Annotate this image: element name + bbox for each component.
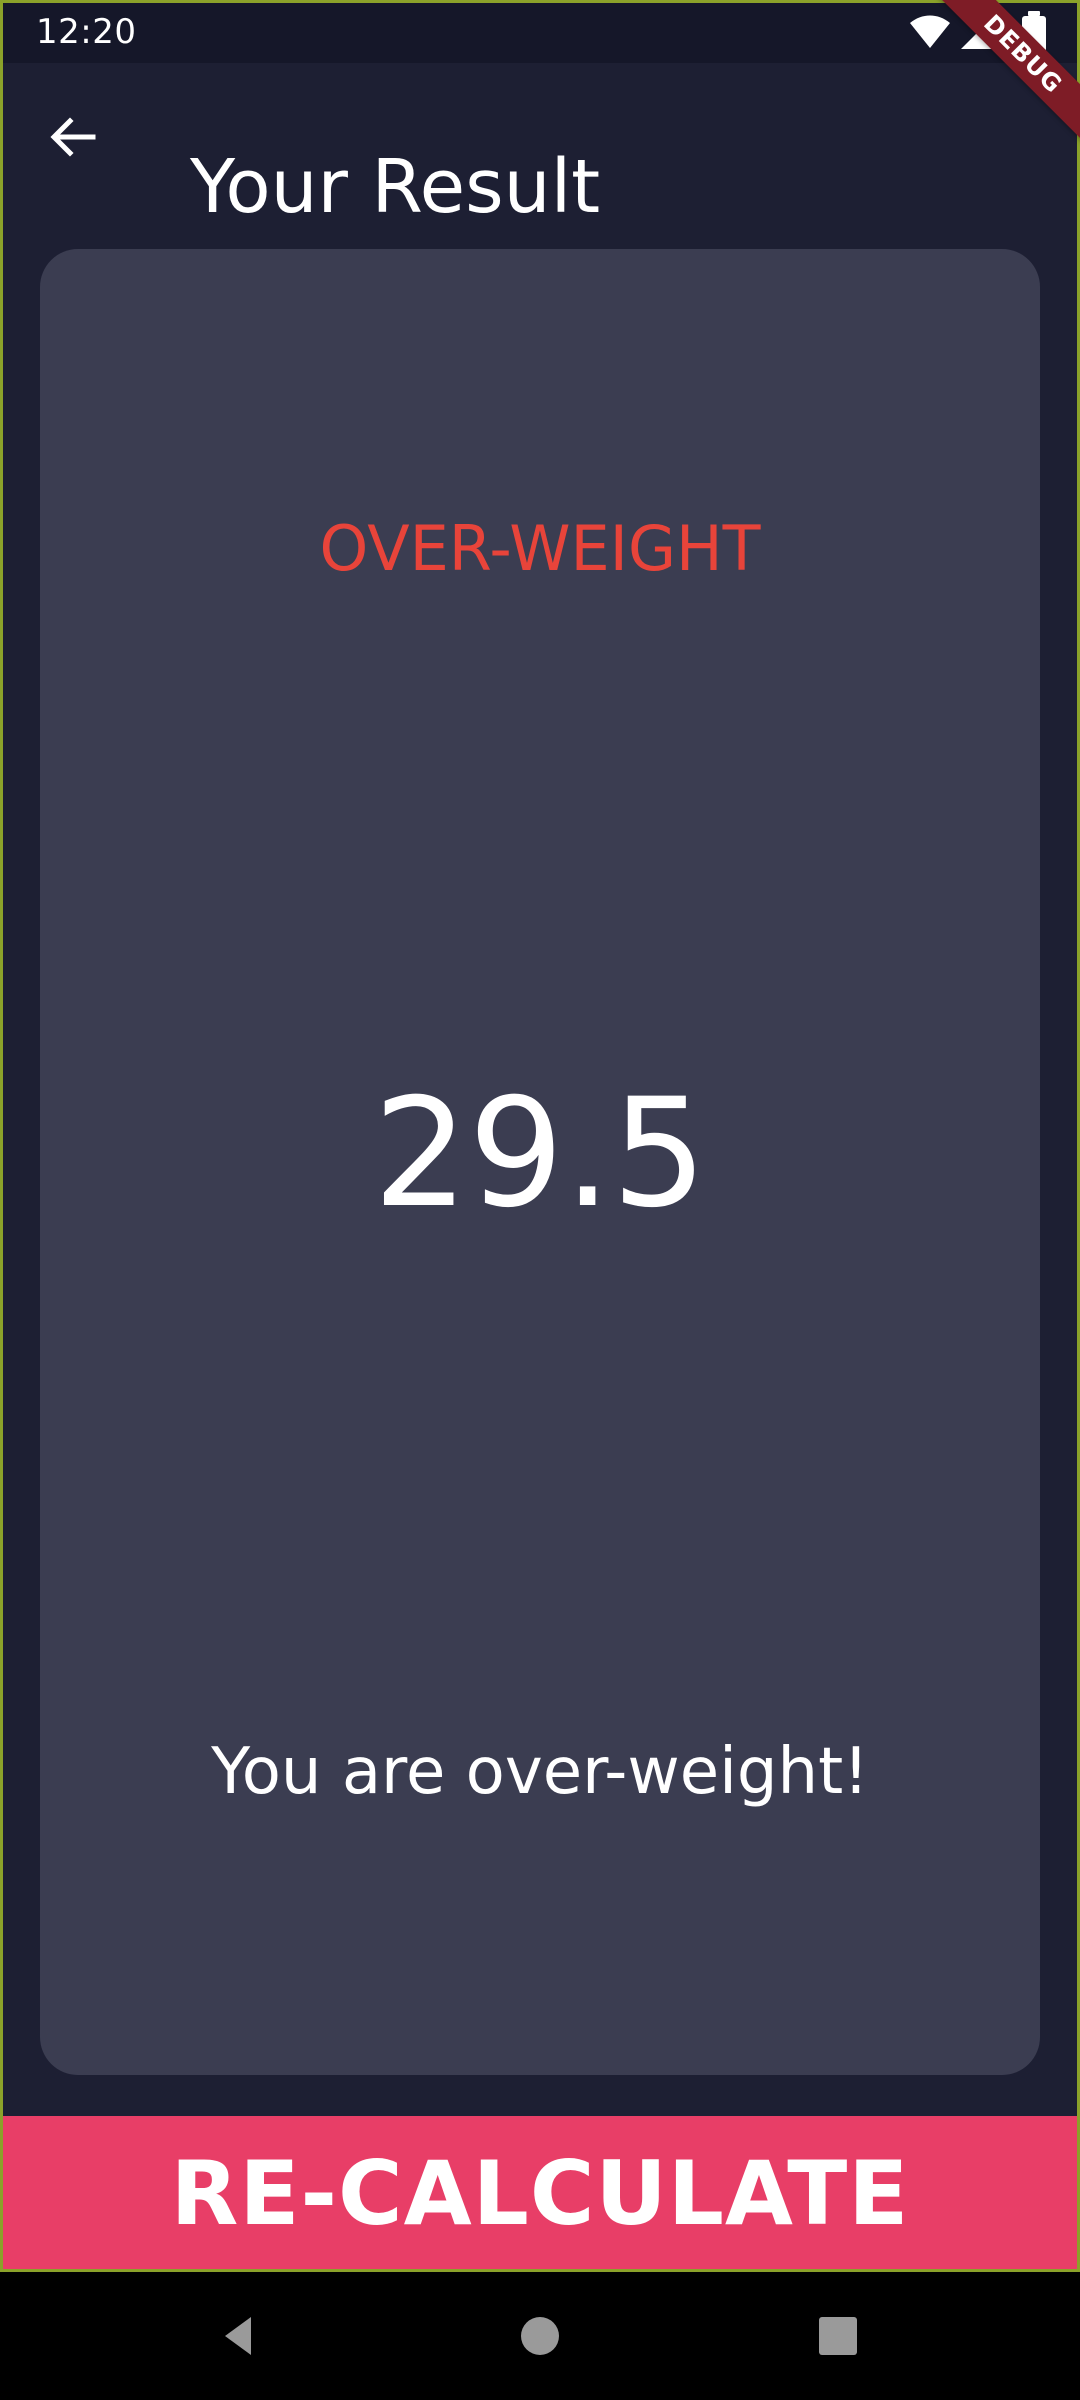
wifi-icon — [910, 15, 950, 48]
result-message: You are over-weight! — [211, 1735, 869, 1809]
page-title: Your Result — [190, 143, 601, 230]
android-navigation-bar — [0, 2272, 1080, 2400]
arrow-left-icon — [50, 117, 96, 157]
recalculate-button[interactable]: RE-CALCULATE — [0, 2116, 1080, 2272]
result-card: OVER-WEIGHT 29.5 You are over-weight! — [40, 249, 1040, 2075]
system-back-button[interactable] — [205, 2303, 271, 2369]
status-bar: 12:20 — [0, 0, 1080, 63]
system-home-button[interactable] — [507, 2303, 573, 2369]
back-triangle-icon — [225, 2317, 251, 2355]
back-button[interactable] — [36, 99, 112, 175]
home-circle-icon — [521, 2317, 559, 2355]
system-recents-button[interactable] — [805, 2303, 871, 2369]
app-bar: Your Result — [0, 63, 1080, 230]
bmi-value: 29.5 — [373, 1067, 707, 1241]
recents-square-icon — [819, 2317, 857, 2355]
status-time: 12:20 — [36, 12, 137, 52]
bmi-category: OVER-WEIGHT — [319, 512, 761, 585]
